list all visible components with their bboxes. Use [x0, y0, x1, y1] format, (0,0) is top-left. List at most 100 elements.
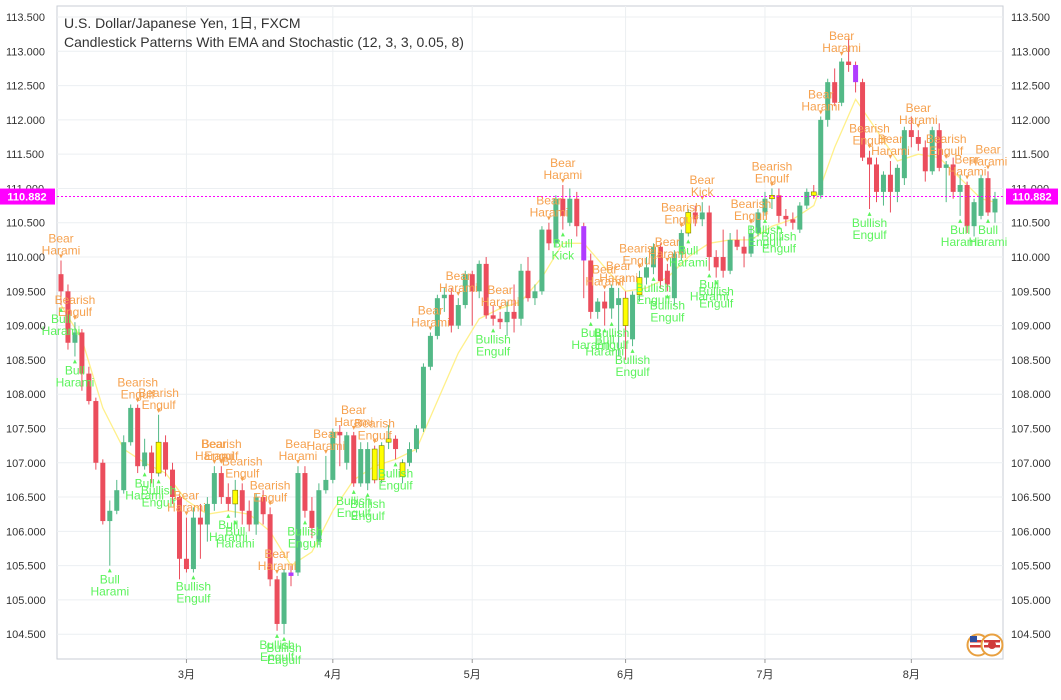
candle[interactable]	[385, 425, 392, 450]
candle[interactable]	[553, 195, 559, 247]
candle[interactable]	[546, 222, 552, 251]
candle[interactable]	[887, 161, 893, 213]
candle[interactable]	[936, 123, 942, 172]
candle[interactable]	[176, 493, 182, 580]
candle[interactable]	[469, 270, 475, 326]
candle[interactable]	[630, 291, 636, 347]
candle[interactable]	[671, 250, 677, 306]
candle[interactable]	[128, 404, 134, 446]
candle[interactable]	[957, 174, 963, 216]
candle[interactable]	[518, 263, 524, 326]
candle[interactable]	[929, 126, 935, 175]
candle[interactable]	[93, 397, 99, 470]
candle[interactable]	[483, 257, 489, 319]
candle[interactable]	[295, 466, 301, 576]
candle[interactable]	[643, 257, 649, 285]
candle[interactable]	[602, 291, 608, 326]
candle[interactable]	[741, 236, 747, 268]
candles[interactable]	[58, 37, 998, 635]
candle[interactable]	[818, 116, 824, 199]
candle[interactable]	[706, 205, 712, 271]
candle[interactable]	[309, 497, 315, 539]
candle[interactable]	[720, 229, 726, 278]
candle[interactable]	[100, 459, 106, 525]
candle[interactable]	[260, 490, 266, 525]
candle[interactable]	[860, 78, 866, 162]
candle[interactable]	[288, 565, 294, 587]
candle[interactable]	[253, 493, 259, 535]
candle[interactable]	[455, 298, 461, 330]
candle[interactable]	[574, 191, 580, 237]
candle[interactable]	[901, 126, 907, 186]
candle[interactable]	[121, 435, 127, 494]
candle[interactable]	[225, 483, 231, 511]
candle[interactable]	[525, 257, 531, 302]
candle[interactable]	[407, 442, 412, 467]
candle[interactable]	[114, 479, 120, 515]
candle[interactable]	[504, 301, 510, 336]
candle[interactable]	[636, 270, 643, 302]
candle[interactable]	[915, 130, 921, 151]
candle[interactable]	[755, 209, 761, 237]
candle[interactable]	[894, 164, 900, 203]
candle[interactable]	[413, 425, 419, 453]
candle[interactable]	[853, 61, 859, 93]
candle[interactable]	[867, 150, 873, 210]
candle[interactable]	[971, 198, 977, 237]
candle[interactable]	[490, 305, 496, 326]
candle[interactable]	[846, 37, 852, 72]
candle[interactable]	[344, 431, 350, 470]
candle[interactable]	[135, 404, 141, 474]
candle[interactable]	[79, 329, 85, 391]
candle[interactable]	[65, 284, 71, 350]
candle[interactable]	[581, 222, 587, 299]
candle[interactable]	[358, 442, 364, 487]
candle[interactable]	[943, 161, 949, 203]
candle[interactable]	[163, 435, 169, 477]
candle[interactable]	[678, 229, 684, 261]
candle[interactable]	[155, 414, 162, 477]
candle[interactable]	[908, 116, 914, 148]
candle[interactable]	[839, 58, 845, 107]
candle[interactable]	[211, 466, 217, 511]
candle[interactable]	[371, 445, 378, 484]
candle[interactable]	[713, 250, 719, 278]
candle[interactable]	[378, 442, 385, 484]
candle[interactable]	[246, 500, 252, 532]
candle[interactable]	[267, 507, 273, 587]
candle[interactable]	[330, 428, 336, 484]
candle[interactable]	[434, 294, 440, 340]
candle[interactable]	[239, 483, 245, 525]
candle[interactable]	[462, 270, 468, 309]
candle[interactable]	[832, 68, 838, 107]
axes[interactable]: 104.500 104.500 105.000 105.000 105.500 105.5…	[0, 12, 1058, 681]
candle[interactable]	[685, 209, 692, 237]
candle[interactable]	[274, 575, 280, 631]
candle[interactable]	[797, 202, 803, 234]
candle[interactable]	[609, 284, 615, 319]
candle[interactable]	[650, 243, 656, 275]
candle[interactable]	[539, 226, 545, 295]
candle[interactable]	[950, 157, 956, 199]
candle[interactable]	[149, 445, 155, 484]
candle[interactable]	[595, 298, 601, 319]
candle[interactable]	[560, 185, 566, 230]
candle[interactable]	[316, 483, 322, 546]
candle[interactable]	[776, 188, 782, 223]
candle[interactable]	[622, 291, 629, 360]
candle[interactable]	[567, 188, 573, 227]
candle[interactable]	[218, 466, 224, 504]
candle[interactable]	[664, 263, 670, 292]
candle[interactable]	[197, 503, 203, 559]
candle[interactable]	[699, 202, 705, 227]
candle[interactable]	[204, 497, 210, 542]
candle[interactable]	[657, 243, 663, 288]
candle[interactable]	[420, 363, 426, 432]
candle[interactable]	[441, 287, 447, 312]
candle[interactable]	[107, 500, 113, 566]
candle[interactable]	[964, 181, 970, 234]
candle[interactable]	[232, 479, 239, 518]
candle[interactable]	[985, 171, 991, 216]
candle[interactable]	[323, 455, 329, 494]
